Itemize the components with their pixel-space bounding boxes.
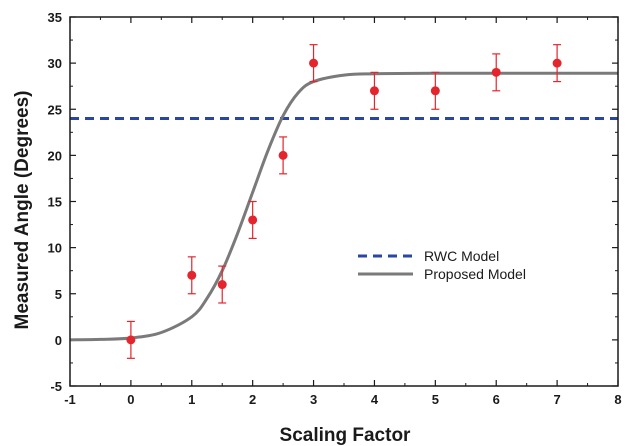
legend-label-proposed: Proposed Model	[424, 266, 526, 282]
x-tick-label: 1	[188, 392, 195, 407]
x-tick-label: 0	[127, 392, 134, 407]
data-point	[187, 270, 197, 280]
y-tick-label: 25	[48, 102, 62, 117]
y-tick-label: 0	[55, 333, 62, 348]
x-tick-label: 4	[371, 392, 379, 407]
y-tick-label: 5	[55, 287, 62, 302]
legend-label-rwc: RWC Model	[424, 248, 499, 264]
data-point	[217, 280, 227, 290]
data-point	[309, 58, 319, 68]
proposed-model-curve	[69, 71, 618, 342]
data-point	[552, 58, 562, 68]
legend: RWC Model Proposed Model	[358, 248, 526, 282]
data-point	[248, 215, 258, 225]
x-tick-label: 3	[310, 392, 317, 407]
x-tick-label: 5	[432, 392, 439, 407]
x-tick-label: -1	[64, 392, 76, 407]
x-tick-label: 7	[553, 392, 560, 407]
data-point	[369, 86, 379, 96]
x-tick-label: 8	[614, 392, 621, 407]
data-point	[430, 86, 440, 96]
y-tick-label: 35	[48, 10, 62, 25]
x-axis-title: Scaling Factor	[280, 425, 412, 446]
data-point	[491, 67, 501, 77]
y-tick-label: 10	[48, 241, 62, 256]
y-tick-label: 15	[48, 195, 62, 210]
y-tick-label: -5	[50, 379, 62, 394]
x-tick-label: 2	[249, 392, 256, 407]
y-axis-title: Measured Angle (Degrees)	[12, 91, 33, 330]
x-tick-label: 6	[493, 392, 500, 407]
data-point	[278, 150, 288, 160]
plot-frame	[69, 16, 619, 387]
y-tick-label: 20	[48, 148, 62, 163]
y-tick-label: 30	[48, 56, 62, 71]
data-point	[126, 335, 136, 345]
